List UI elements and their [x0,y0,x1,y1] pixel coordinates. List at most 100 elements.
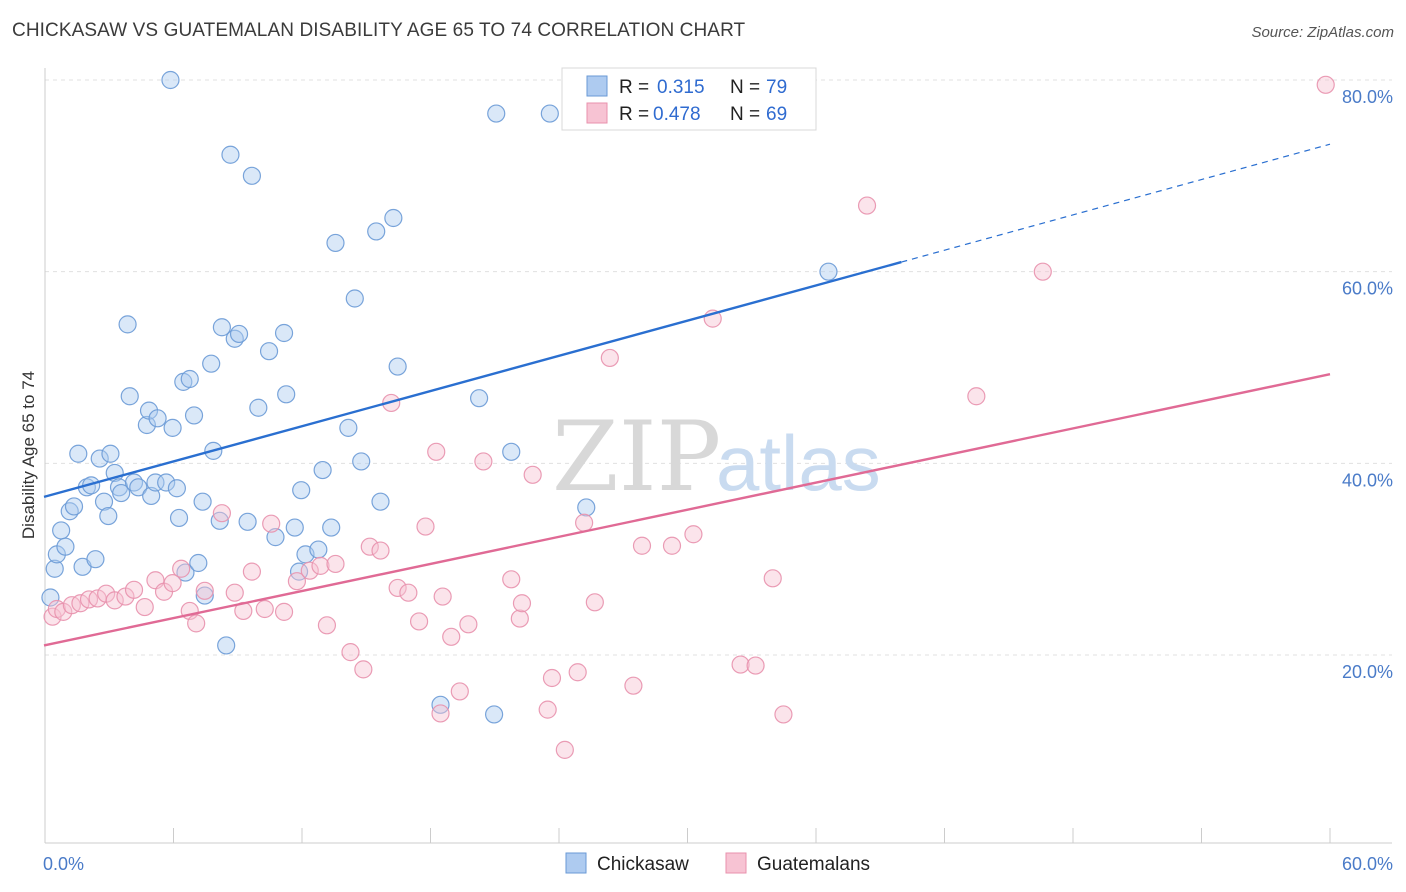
point-chickasaw-75 [540,104,559,123]
point-chickasaw-14 [99,506,118,526]
point-chickasaw-45 [221,145,240,164]
point-chickasaw-12 [90,449,109,468]
point-chickasaw-71 [469,389,489,408]
x-tick-label-1: 60.0% [1342,854,1393,874]
point-guatemalans-60 [662,536,682,555]
point-guatemalans-65 [763,569,782,588]
point-chickasaw-18 [112,483,131,503]
point-guatemalans-19 [212,504,231,523]
legend-box: R = 0.315 N = 79 R = 0.478 N = 69 [561,67,817,131]
point-chickasaw-52 [266,528,285,547]
point-chickasaw-76 [577,498,596,517]
point-guatemalans-70 [1316,75,1335,94]
point-chickasaw-4 [56,537,75,556]
y-tick-label-1: 40.0% [1342,470,1393,490]
point-guatemalans-10 [124,580,144,599]
point-chickasaw-65 [352,452,371,471]
point-guatemalans-66 [774,705,793,724]
point-guatemalans-41 [433,587,452,606]
point-chickasaw-74 [502,442,521,461]
trendline-extension-chickasaw [901,143,1331,263]
point-chickasaw-38 [193,492,212,511]
point-guatemalans-63 [731,655,750,674]
point-guatemalans-8 [105,591,124,610]
point-guatemalans-47 [502,570,521,589]
point-guatemalans-61 [684,525,703,544]
point-chickasaw-32 [169,508,189,528]
point-guatemalans-68 [967,387,986,406]
point-chickasaw-3 [52,521,71,540]
point-guatemalans-23 [255,599,274,619]
point-chickasaw-6 [64,497,84,516]
watermark-atlas: atlas [716,419,881,507]
source-label: Source: ZipAtlas.com [1251,24,1394,41]
y-tick-label-3: 80.0% [1342,87,1393,107]
watermark-zip: ZIP [552,401,721,513]
point-chickasaw-36 [184,406,204,425]
tick-labels: 20.0% 40.0% 60.0% 80.0% 0.0% 60.0% [43,87,1393,874]
point-guatemalans-38 [409,612,429,631]
point-guatemalans-26 [287,572,307,591]
y-tick-label-0: 20.0% [1342,662,1393,682]
point-chickasaw-49 [242,166,262,185]
point-chickasaw-68 [384,208,403,228]
point-chickasaw-59 [309,540,328,559]
point-chickasaw-26 [146,473,165,492]
point-chickasaw-43 [212,318,231,337]
point-guatemalans-34 [371,541,390,560]
bottom-legend-swatch-guatemalans [725,852,747,874]
point-chickasaw-35 [180,369,199,389]
point-chickasaw-72 [485,705,504,724]
trendline-chickasaw [43,260,902,499]
legend-n-label-2: N = [730,104,760,125]
point-guatemalans-42 [431,704,450,723]
point-chickasaw-15 [101,444,120,463]
chart-title: CHICKASAW VS GUATEMALAN DISABILITY AGE 6… [12,20,746,41]
point-guatemalans-67 [857,196,877,215]
bottom-legend: Chickasaw Guatemalans [565,852,870,875]
point-guatemalans-59 [632,536,652,555]
point-guatemalans-11 [135,597,154,617]
legend-n-label-1: N = [730,77,760,98]
point-chickasaw-51 [259,342,279,361]
y-axis-label: Disability Age 65 to 74 [19,371,38,539]
legend-r-label-2: R = [619,104,649,125]
point-chickasaw-20 [120,387,139,406]
point-chickasaw-57 [292,481,311,500]
trend-lines [43,143,1331,647]
point-chickasaw-48 [238,512,257,531]
point-chickasaw-37 [189,553,208,573]
trendline-guatemalans [43,373,1331,647]
point-guatemalans-31 [341,643,360,662]
point-guatemalans-58 [624,676,643,695]
bottom-legend-chickasaw: Chickasaw [597,854,689,875]
y-tick-label-2: 60.0% [1342,279,1393,299]
point-guatemalans-28 [311,556,330,575]
point-guatemalans-51 [538,700,557,719]
point-guatemalans-32 [354,660,373,679]
point-guatemalans-64 [746,656,765,675]
point-chickasaw-54 [277,385,296,404]
point-guatemalans-22 [242,562,262,581]
point-guatemalans-39 [416,517,435,536]
point-guatemalans-33 [360,537,379,556]
axes [44,68,1392,844]
point-guatemalans-17 [187,614,206,633]
point-chickasaw-67 [371,492,390,511]
point-chickasaw-30 [163,418,182,437]
point-guatemalans-15 [172,559,191,578]
data-points [41,70,1335,759]
point-guatemalans-56 [585,593,604,612]
point-chickasaw-53 [274,323,294,343]
grid-lines [45,79,1392,656]
point-chickasaw-69 [388,357,407,376]
x-tick-label-0: 0.0% [43,854,84,874]
legend-swatch-chickasaw [586,75,608,97]
point-guatemalans-57 [600,348,619,368]
point-chickasaw-11 [86,550,105,569]
point-guatemalans-25 [274,602,294,621]
legend-swatch-guatemalans [586,102,608,124]
point-chickasaw-55 [285,518,304,537]
legend-r-value-2: 0.478 [653,104,701,125]
